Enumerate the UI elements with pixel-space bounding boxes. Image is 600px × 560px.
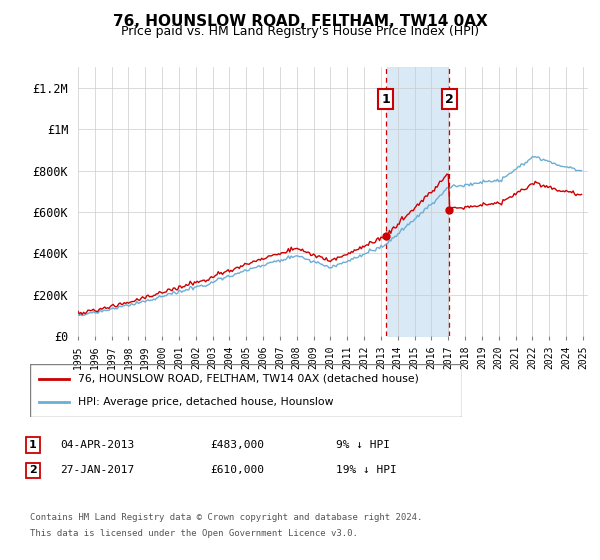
Text: 19% ↓ HPI: 19% ↓ HPI [336, 465, 397, 475]
Text: 2: 2 [29, 465, 37, 475]
Text: 2: 2 [445, 93, 454, 106]
Text: 9% ↓ HPI: 9% ↓ HPI [336, 440, 390, 450]
Text: Contains HM Land Registry data © Crown copyright and database right 2024.: Contains HM Land Registry data © Crown c… [30, 514, 422, 522]
Text: 1: 1 [381, 93, 390, 106]
Text: 76, HOUNSLOW ROAD, FELTHAM, TW14 0AX: 76, HOUNSLOW ROAD, FELTHAM, TW14 0AX [113, 14, 487, 29]
Text: £610,000: £610,000 [210, 465, 264, 475]
Text: 1: 1 [29, 440, 37, 450]
Text: This data is licensed under the Open Government Licence v3.0.: This data is licensed under the Open Gov… [30, 529, 358, 538]
Text: 04-APR-2013: 04-APR-2013 [60, 440, 134, 450]
Text: £483,000: £483,000 [210, 440, 264, 450]
Text: 27-JAN-2017: 27-JAN-2017 [60, 465, 134, 475]
Text: 76, HOUNSLOW ROAD, FELTHAM, TW14 0AX (detached house): 76, HOUNSLOW ROAD, FELTHAM, TW14 0AX (de… [77, 374, 418, 384]
Text: Price paid vs. HM Land Registry's House Price Index (HPI): Price paid vs. HM Land Registry's House … [121, 25, 479, 38]
Text: HPI: Average price, detached house, Hounslow: HPI: Average price, detached house, Houn… [77, 397, 333, 407]
